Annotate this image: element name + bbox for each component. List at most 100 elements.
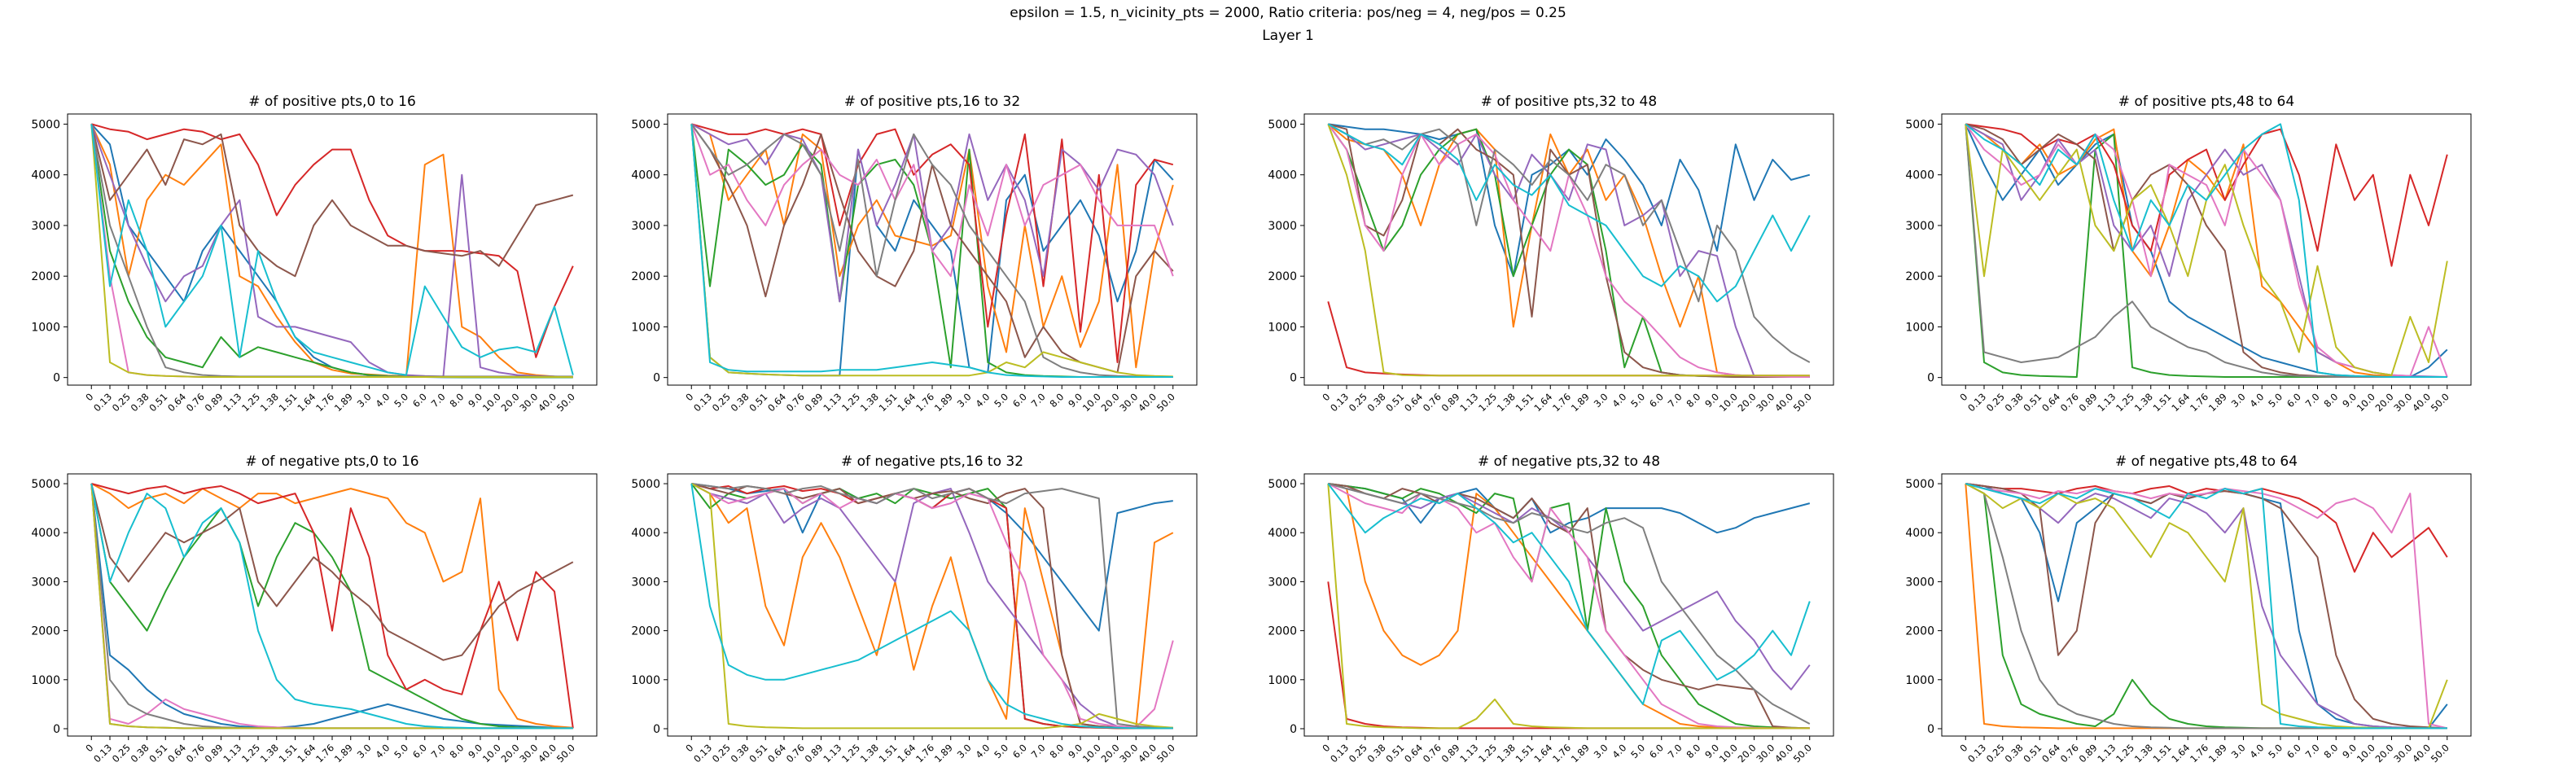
series-line-3: [1965, 124, 2447, 378]
x-tick-label: 0.38: [129, 391, 151, 414]
x-tick-label: 6.0: [1647, 391, 1666, 410]
x-tick-label: 0.89: [203, 742, 226, 765]
x-tick-label: 0.64: [2039, 742, 2062, 765]
x-tick-label: 1.51: [277, 742, 300, 765]
x-tick-label: 1.51: [277, 391, 300, 414]
x-tick-label: 1.38: [1495, 391, 1518, 414]
x-tick-label: 0.38: [1365, 742, 1388, 765]
series-line-8: [690, 123, 1173, 378]
x-tick-label: 30.0: [2391, 742, 2414, 765]
x-tick-label: 0: [83, 391, 95, 403]
subplot-title: # of positive pts,32 to 48: [1481, 94, 1657, 110]
series-line-1: [90, 483, 573, 730]
x-tick-label: 20.0: [1099, 391, 1122, 414]
x-tick-label: 0: [1957, 742, 1969, 754]
x-tick-label: 20.0: [1099, 742, 1122, 765]
x-tick-label: 1.38: [1495, 742, 1518, 765]
x-tick-label: 30.0: [1754, 742, 1776, 765]
y-tick-label: 2000: [31, 270, 60, 283]
x-tick-label: 4.0: [374, 742, 392, 760]
x-tick-label: 1.25: [839, 391, 862, 414]
x-tick-label: 1.38: [858, 391, 881, 414]
x-tick-label: 1.76: [913, 391, 936, 414]
x-tick-label: 30.0: [517, 391, 540, 414]
series-line-9: [1965, 483, 2448, 730]
series-line-3: [1328, 483, 1810, 730]
x-tick-label: 0.13: [691, 391, 714, 414]
x-tick-label: 40.0: [2410, 391, 2433, 414]
series-line-9: [690, 483, 1173, 730]
x-tick-label: 0.51: [2021, 391, 2044, 414]
x-tick-label: 0.38: [129, 742, 151, 765]
x-tick-label: 0.89: [203, 391, 226, 414]
series-line-7: [690, 483, 1174, 729]
x-tick-label: 1.89: [2206, 742, 2229, 765]
x-tick-label: 0.64: [165, 391, 188, 414]
series-line-5: [1328, 483, 1811, 690]
series-line-5: [1327, 123, 1810, 378]
x-tick-label: 3.0: [355, 391, 374, 410]
series-line-2: [690, 123, 1174, 369]
series-lines: [90, 123, 574, 379]
x-tick-label: 0.76: [2058, 391, 2081, 414]
subplot-title: # of positive pts,48 to 64: [2118, 94, 2294, 110]
series-line-10: [90, 483, 573, 730]
x-tick-label: 8.0: [2322, 742, 2341, 760]
x-tick-label: 20.0: [499, 742, 522, 765]
x-tick-label: 0.51: [747, 391, 769, 414]
series-line-8: [1965, 483, 2447, 730]
y-tick-label: 4000: [31, 169, 60, 182]
series-lines: [1965, 483, 2448, 730]
x-tick-label: 0.25: [110, 742, 133, 765]
x-tick-label: 30.0: [1754, 391, 1776, 414]
x-tick-label: 0.64: [2039, 391, 2062, 414]
subplot-4: # of positive pts,48 to 64 0 1000 2000 3000 4…: [1905, 94, 2472, 414]
x-tick-label: 0.25: [1347, 391, 1369, 414]
subplot-8: # of negative pts,48 to 64 0 1000 2000 3000 4…: [1905, 454, 2472, 765]
x-tick-label: 0.25: [1984, 391, 2007, 414]
y-tick-label: 2000: [1905, 270, 1934, 283]
x-tick-label: 1.13: [1457, 391, 1480, 414]
x-tick-label: 4.0: [974, 742, 992, 760]
x-tick-label: 7.0: [1029, 742, 1048, 760]
series-line-10: [90, 124, 574, 376]
x-tick-label: 1.89: [932, 391, 955, 414]
y-tick-label: 4000: [1905, 527, 1934, 540]
y-tick-label: 1000: [31, 674, 60, 687]
x-tick-label: 50.0: [554, 391, 577, 414]
y-tick-label: 1000: [31, 321, 60, 334]
x-tick-label: 40.0: [1136, 391, 1159, 414]
y-tick-label: 2000: [631, 270, 660, 283]
x-tick-label: 1.25: [239, 391, 262, 414]
series-line-8: [1327, 123, 1811, 363]
x-tick-label: 0.13: [691, 742, 714, 765]
y-tick-label: 5000: [31, 478, 60, 491]
y-tick-label: 3000: [31, 220, 60, 233]
y-tick-label: 3000: [1268, 220, 1297, 233]
y-tick-label: 3000: [31, 576, 60, 589]
x-tick-label: 5.0: [2266, 391, 2285, 410]
x-tick-label: 50.0: [2429, 391, 2451, 414]
x-tick-label: 1.38: [258, 391, 281, 414]
x-tick-label: 1.38: [858, 742, 881, 765]
x-tick-label: 1.64: [895, 391, 918, 414]
x-tick-label: 1.25: [839, 742, 862, 765]
series-line-10: [1965, 483, 2447, 730]
y-tick-label: 5000: [1268, 478, 1297, 491]
x-tick-label: 6.0: [410, 742, 429, 760]
x-tick-label: 1.51: [2151, 742, 2174, 765]
y-tick-label: 0: [653, 372, 660, 385]
x-tick-label: 40.0: [1772, 391, 1795, 414]
y-tick-label: 4000: [31, 527, 60, 540]
x-tick-label: 0.64: [1402, 391, 1425, 414]
x-tick-label: 3.0: [2229, 742, 2248, 760]
series-line-6: [1965, 123, 2447, 378]
x-tick-label: 4.0: [974, 391, 992, 410]
series-line-5: [90, 124, 573, 378]
x-tick-label: 0.76: [2058, 742, 2081, 765]
x-tick-label: 1.89: [2206, 391, 2229, 414]
x-tick-label: 7.0: [1666, 742, 1684, 760]
x-tick-label: 1.76: [2188, 391, 2210, 414]
y-tick-label: 3000: [1905, 576, 1934, 589]
x-tick-label: 1.76: [913, 742, 936, 765]
